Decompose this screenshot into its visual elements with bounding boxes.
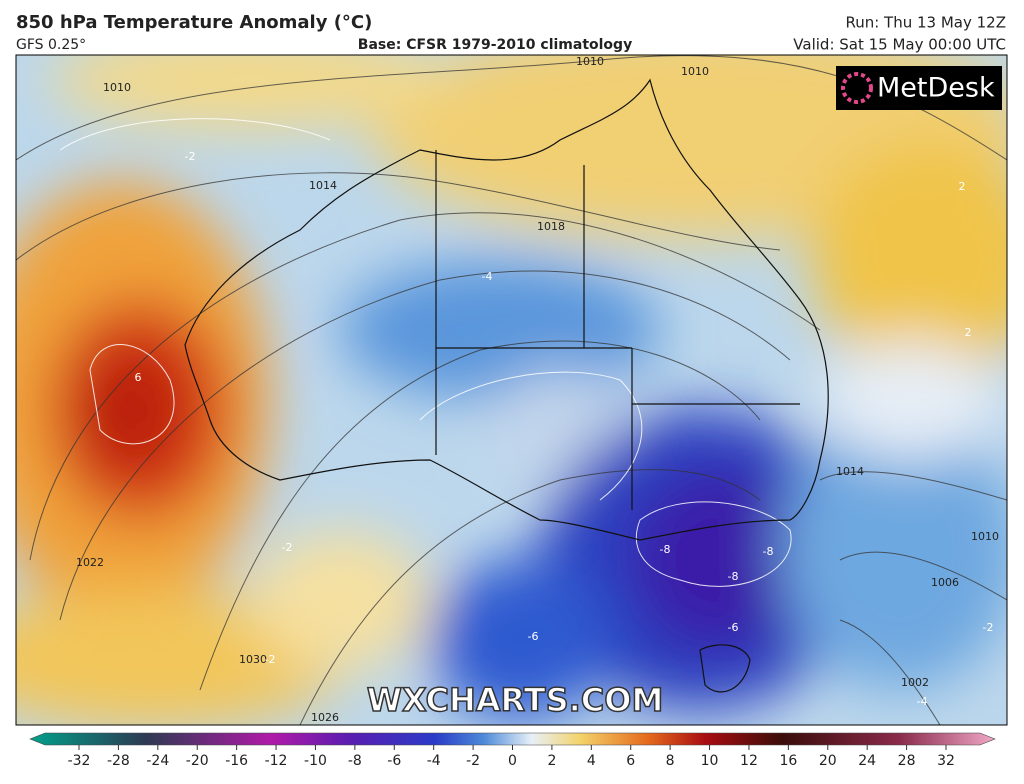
colorbar-tick-label: 0 [508,753,517,769]
isobar-label: 1018 [537,220,565,233]
anomaly-label: 2 [965,326,972,339]
anomaly-label: -6 [528,630,539,643]
isobar-label: 1006 [931,576,959,589]
map [16,55,1007,725]
base: Base: CFSR 1979-2010 climatology [358,37,632,53]
isobar-label: 1014 [309,179,337,192]
colorbar-tick-label: 10 [701,753,719,769]
isobar-label: 1010 [103,81,131,94]
colorbar-tick-label: -28 [107,753,130,769]
title: 850 hPa Temperature Anomaly (°C) [16,12,372,33]
colorbar-tick-label: 4 [587,753,596,769]
isobar-label: 1026 [311,711,339,724]
colorbar-tick-label: -8 [348,753,362,769]
colorbar-tick-label: -4 [427,753,441,769]
valid: Valid: Sat 15 May 00:00 UTC [793,36,1006,54]
colorbar-tick-label: -6 [387,753,401,769]
isobar-label: 1002 [901,676,929,689]
logo-icon [841,72,873,104]
colorbar-tick-label: -10 [304,753,327,769]
run: Run: Thu 13 May 12Z [845,14,1006,32]
colorbar-tick-label: 6 [626,753,635,769]
colorbar-tick-label: 32 [937,753,955,769]
isobar-label: 1010 [681,65,709,78]
map-frame [15,54,1008,726]
anomaly-label: -4 [917,695,928,708]
colorbar-tick-label: -12 [265,753,288,769]
isobar-label: 1010 [971,530,999,543]
colorbar-tick-label: -20 [186,753,209,769]
watermark: WXCHARTS.COM [367,681,664,719]
isobar-label: 1030 [239,653,267,666]
model: GFS 0.25° [16,37,86,53]
isobar-label: 1022 [76,556,104,569]
colorbar-tick-label: -32 [68,753,91,769]
colorbar-tick-label: -24 [146,753,169,769]
colorbar-tick-label: 20 [819,753,837,769]
anomaly-label: -8 [763,545,774,558]
colorbar-tick-label: 16 [779,753,797,769]
colorbar-tick-label: 2 [547,753,556,769]
colorbar-tick-label: -2 [466,753,480,769]
anomaly-label: -8 [728,570,739,583]
anomaly-label: -2 [185,150,196,163]
anomaly-label: -4 [482,270,493,283]
anomaly-label: -2 [983,621,994,634]
isobar-label: 1010 [576,55,604,68]
logo-box [836,66,1002,110]
isobar-label: 1014 [836,465,864,478]
colorbar-tick-label: 8 [666,753,675,769]
colorbar [29,732,996,746]
anomaly-label: 2 [959,180,966,193]
anomaly-label: -8 [660,543,671,556]
colorbar-tick-label: 24 [858,753,876,769]
anomaly-label: -2 [282,541,293,554]
anomaly-label: -2 [265,653,276,666]
colorbar-tick-label: -16 [225,753,248,769]
anomaly-label: 6 [135,371,142,384]
colorbar-tick-label: 28 [898,753,916,769]
anomaly-label: -6 [728,621,739,634]
colorbar-tick-label: 12 [740,753,758,769]
logo: MetDesk [877,73,995,104]
